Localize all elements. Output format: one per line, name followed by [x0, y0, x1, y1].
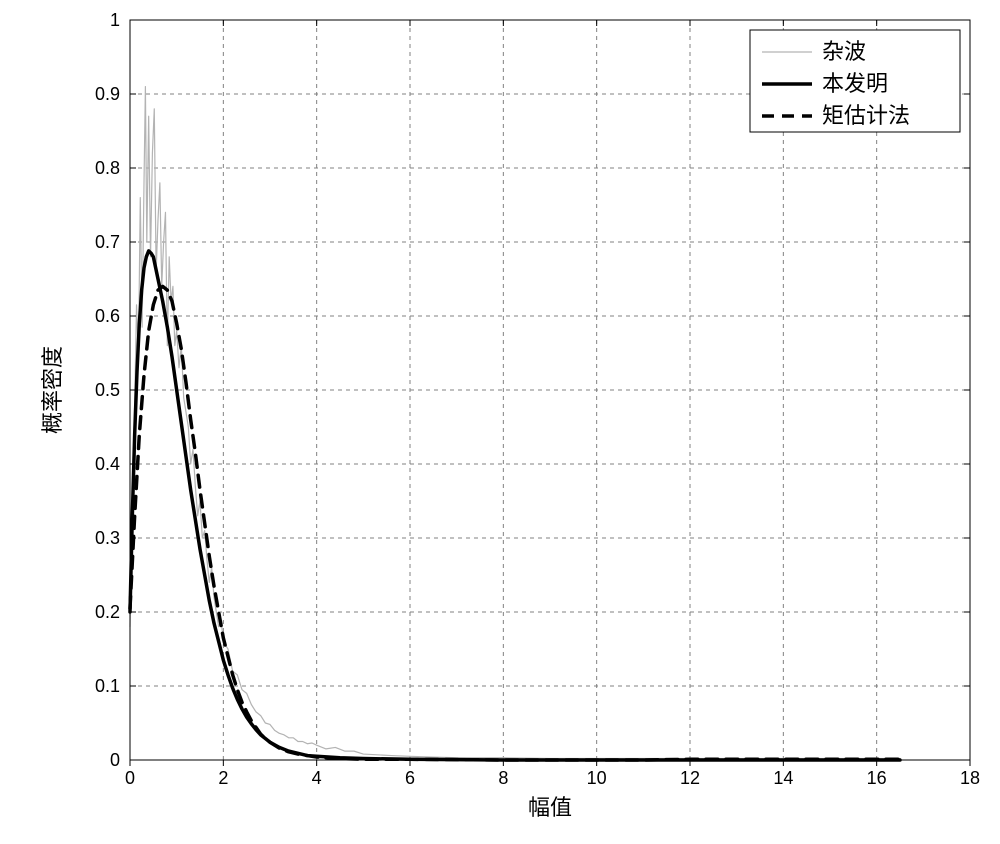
x-tick-label: 10: [587, 768, 607, 788]
legend-label: 本发明: [822, 71, 888, 96]
legend-label: 杂波: [822, 39, 866, 64]
y-tick-label: 0.2: [95, 602, 120, 622]
chart-container: 0 2 4 6 8 10 12 14 16 18 0 0.1 0.2 0.3 0.4 0.5 0.6 0.7 0.8…: [0, 0, 1000, 844]
x-tick-label: 14: [773, 768, 793, 788]
series-invention: [130, 251, 900, 760]
y-tick-label: 0.1: [95, 676, 120, 696]
x-tick-label: 4: [312, 768, 322, 788]
y-tick-label: 0: [110, 750, 120, 770]
y-axis-label: 概率密度: [40, 346, 65, 434]
y-tick-label: 0.8: [95, 158, 120, 178]
x-tick-label: 2: [218, 768, 228, 788]
x-tick-label: 8: [498, 768, 508, 788]
x-tick-label: 6: [405, 768, 415, 788]
series-moment: [130, 286, 900, 760]
series-clutter: [130, 87, 900, 759]
x-tick-label: 12: [680, 768, 700, 788]
x-tick-label: 0: [125, 768, 135, 788]
x-tick-label: 16: [867, 768, 887, 788]
x-axis-label: 幅值: [528, 795, 572, 820]
y-tick-label: 0.5: [95, 380, 120, 400]
x-tick-label: 18: [960, 768, 980, 788]
legend-label: 矩估计法: [822, 103, 910, 128]
y-tick-label: 0.4: [95, 454, 120, 474]
y-tick-label: 0.9: [95, 84, 120, 104]
y-tick-label: 0.3: [95, 528, 120, 548]
y-tick-label: 1: [110, 10, 120, 30]
pdf-line-chart: 0 2 4 6 8 10 12 14 16 18 0 0.1 0.2 0.3 0.4 0.5 0.6 0.7 0.8…: [0, 0, 1000, 844]
y-tick-label: 0.7: [95, 232, 120, 252]
y-tick-label: 0.6: [95, 306, 120, 326]
